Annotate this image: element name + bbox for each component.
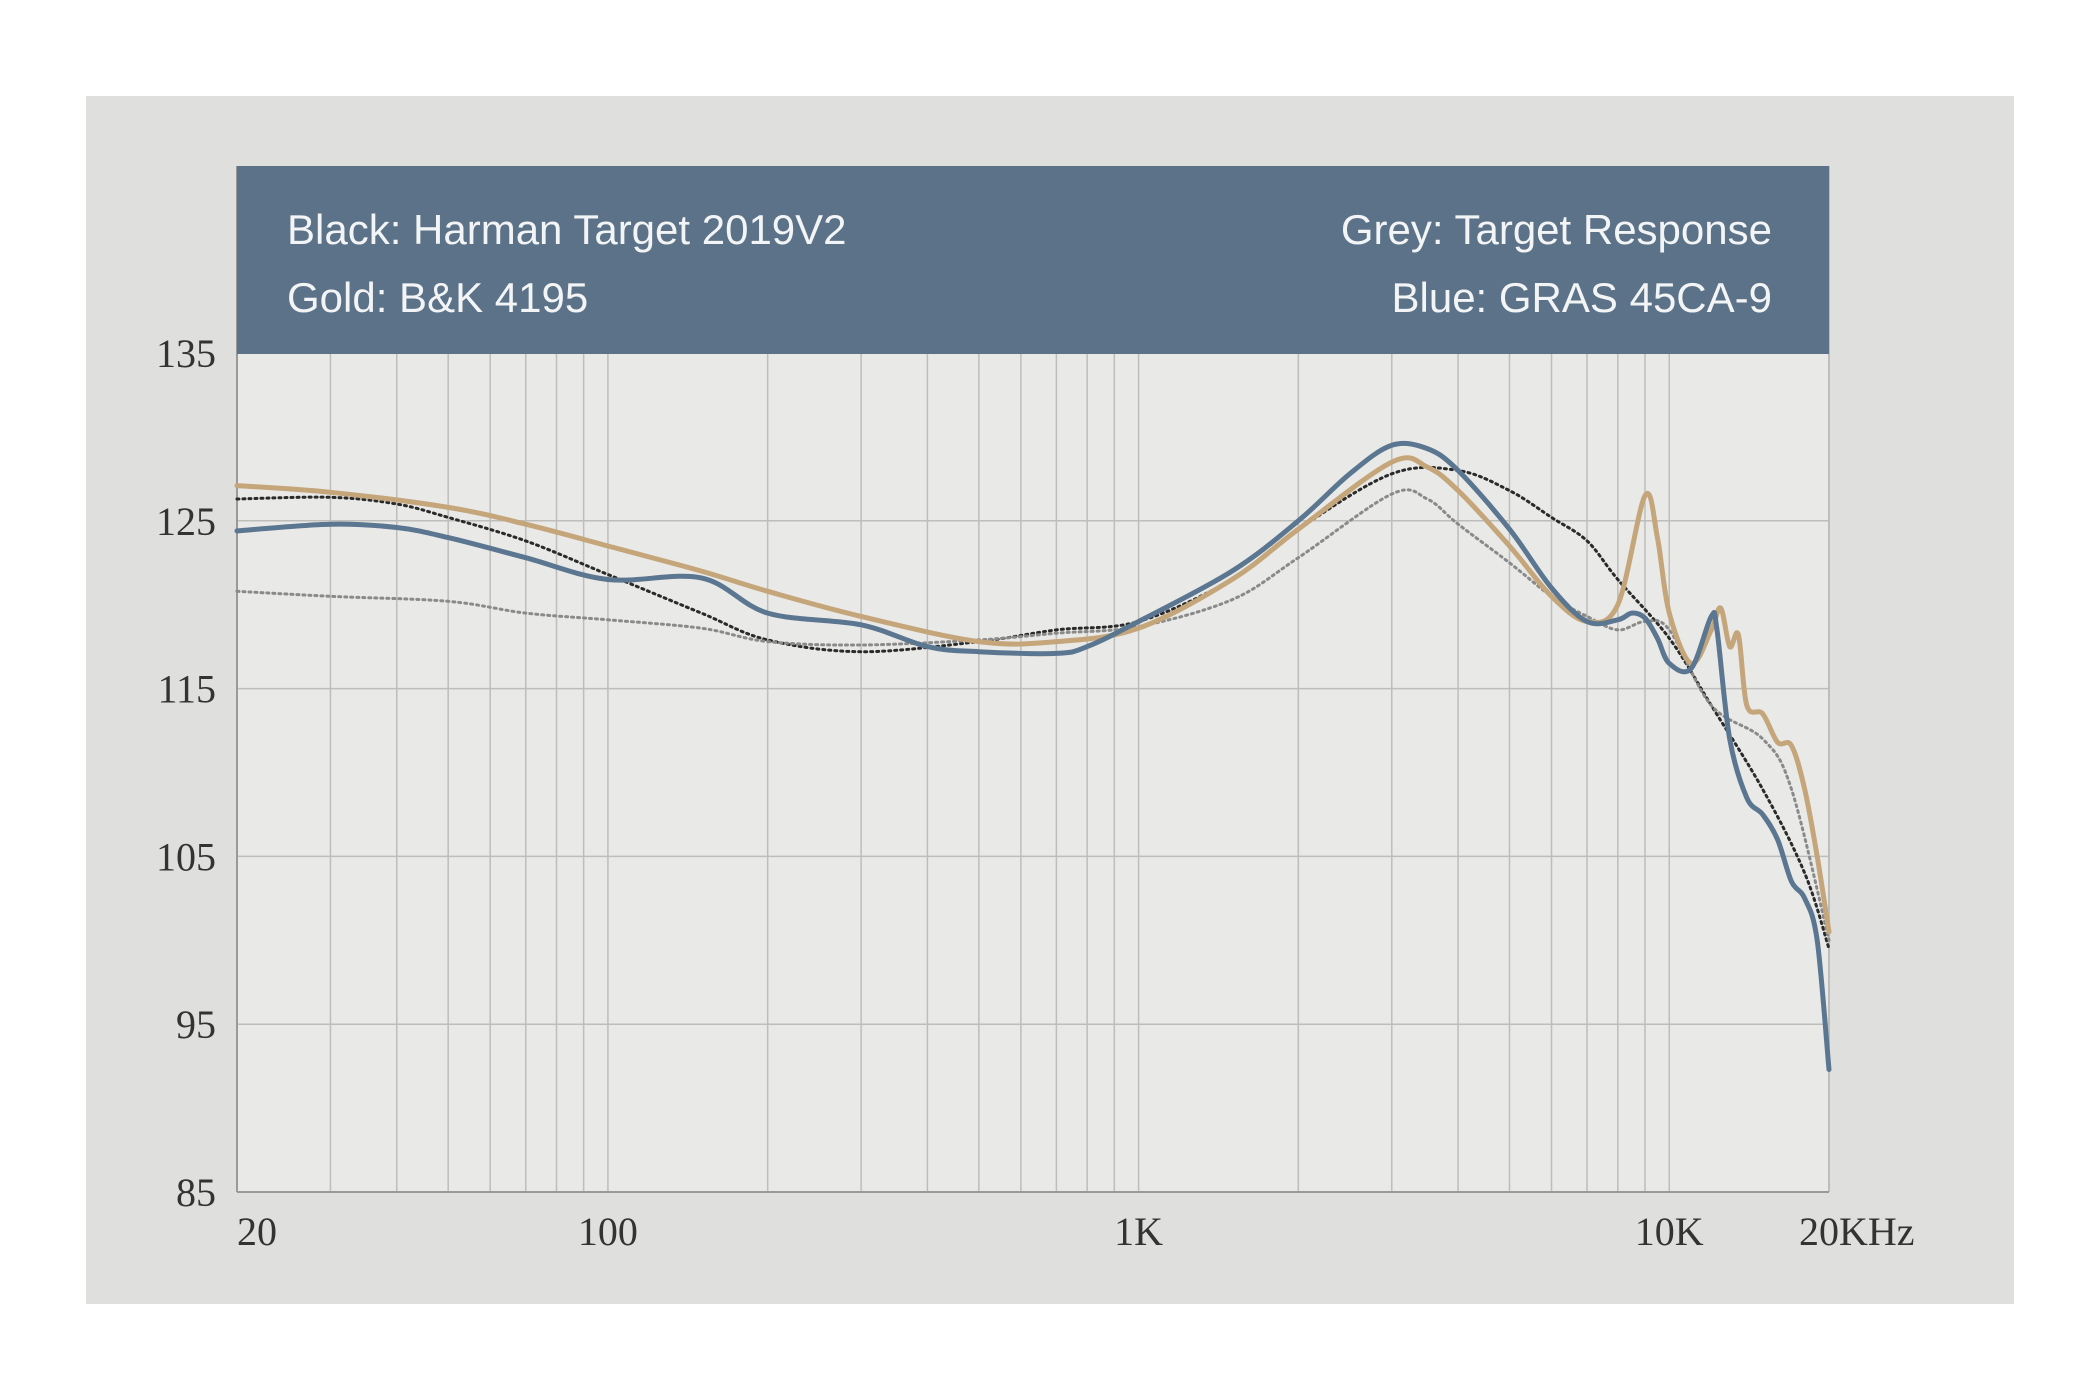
legend-gras-45ca9: Blue: GRAS 45CA-9 bbox=[1391, 274, 1772, 321]
x-tick-label: 1K bbox=[1114, 1209, 1163, 1254]
y-tick-label: 95 bbox=[176, 1002, 216, 1047]
y-tick-label: 85 bbox=[176, 1170, 216, 1215]
series-line-harman bbox=[235, 465, 1831, 951]
series-line-target bbox=[235, 488, 1831, 942]
y-tick-label: 105 bbox=[156, 834, 216, 879]
x-tick-label: 20KHz bbox=[1799, 1209, 1915, 1254]
legend-target-response: Grey: Target Response bbox=[1341, 206, 1772, 253]
tick-labels: 135 125 115 105 95 85 20 100 1K 10K 20KHz bbox=[156, 331, 1915, 1254]
series-line-bk4195 bbox=[234, 455, 1832, 935]
y-tick-label: 115 bbox=[157, 667, 216, 712]
legend-harman-target: Black: Harman Target 2019V2 bbox=[287, 206, 847, 253]
x-tick-label: 10K bbox=[1635, 1209, 1704, 1254]
legend-header-band bbox=[237, 166, 1829, 354]
series-line-gras bbox=[234, 440, 1832, 1072]
x-tick-label: 20 bbox=[237, 1209, 277, 1254]
data-series bbox=[234, 440, 1832, 1072]
y-tick-label: 125 bbox=[156, 499, 216, 544]
x-tick-label: 100 bbox=[578, 1209, 638, 1254]
legend-bk4195: Gold: B&K 4195 bbox=[287, 274, 588, 321]
y-tick-label: 135 bbox=[156, 331, 216, 376]
